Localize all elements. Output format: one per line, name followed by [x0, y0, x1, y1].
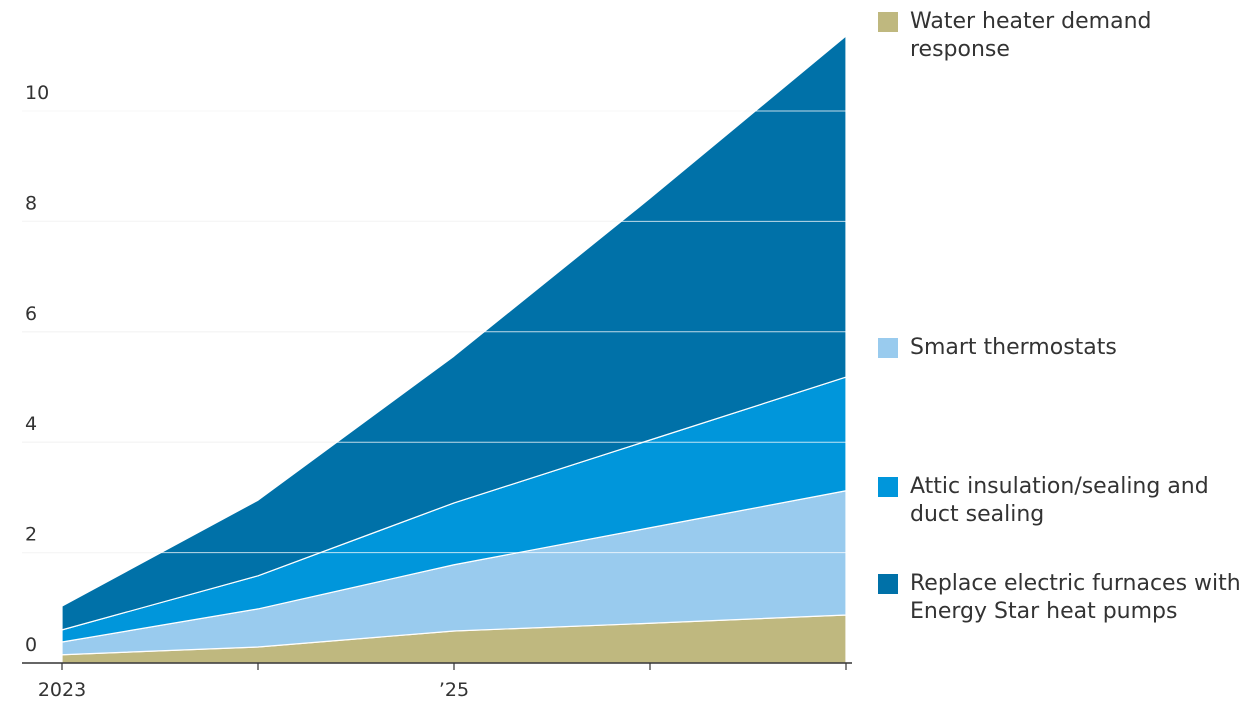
- y-tick-label: 0: [25, 634, 37, 656]
- legend-item: Replace electric furnaces with Energy St…: [878, 570, 1248, 626]
- y-tick-label: 10: [25, 82, 49, 104]
- legend-swatch: [878, 338, 898, 358]
- y-tick-label: 2: [25, 524, 37, 546]
- legend-label: Water heater demand response: [910, 9, 1152, 62]
- legend-label: Replace electric furnaces with Energy St…: [910, 571, 1241, 624]
- y-tick-label: 8: [25, 192, 37, 214]
- y-tick-label: 4: [25, 413, 37, 435]
- legend-item: Attic insulation/sealing and duct sealin…: [878, 473, 1248, 529]
- legend-swatch: [878, 477, 898, 497]
- legend-label: Smart thermostats: [910, 335, 1117, 360]
- legend-swatch: [878, 574, 898, 594]
- legend-item: Water heater demand response: [878, 8, 1248, 64]
- legend-item: Smart thermostats: [878, 334, 1248, 362]
- x-tick-label: ’25: [439, 679, 469, 701]
- area: [61, 35, 847, 631]
- legend-swatch: [878, 12, 898, 32]
- legend-label: Attic insulation/sealing and duct sealin…: [910, 474, 1209, 527]
- y-tick-label: 6: [25, 303, 37, 325]
- x-tick-label: 2023: [38, 679, 86, 701]
